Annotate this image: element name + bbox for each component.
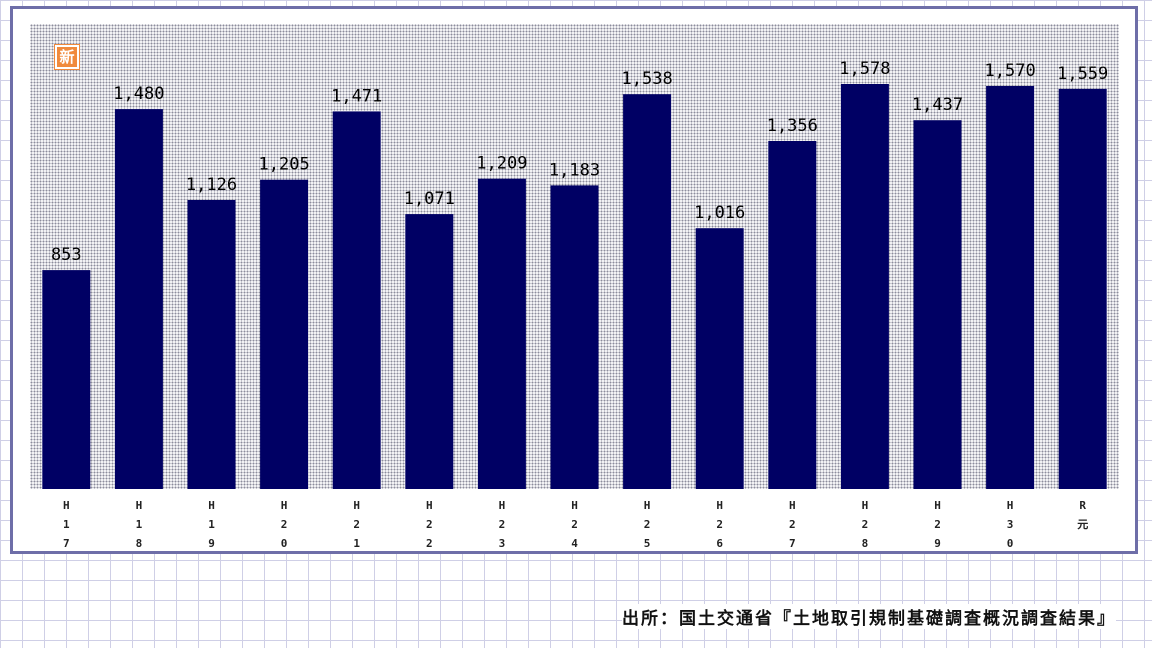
bar-H17 — [42, 270, 91, 489]
bar-H21 — [332, 111, 381, 490]
bar-H18 — [114, 109, 163, 489]
bar-H26 — [695, 228, 744, 489]
value-label-H18: 1,480 — [113, 84, 164, 104]
value-label-H21: 1,471 — [331, 86, 382, 106]
chart-frame: 853 H 1 7 1,480 H 1 8 1,126 H 1 9 1,205 H 2 0 1,471 H 2 1 1,… — [10, 6, 1138, 554]
value-label-H26: 1,016 — [694, 203, 745, 223]
value-label-H19: 1,126 — [186, 175, 237, 195]
value-label-H22: 1,071 — [404, 189, 455, 209]
bar-H27 — [768, 141, 817, 489]
value-label-R元: 1,559 — [1057, 64, 1108, 84]
new-badge-icon: 新 — [54, 44, 80, 70]
bar-H20 — [260, 179, 309, 489]
source-note: 出所：国土交通省『土地取引規制基礎調査概況調査結果』 — [622, 604, 1116, 629]
value-label-H29: 1,437 — [912, 95, 963, 115]
bar-H23 — [477, 178, 526, 489]
bar-chart: 853 H 1 7 1,480 H 1 8 1,126 H 1 9 1,205 H 2 0 1,471 H 2 1 1,… — [42, 59, 1108, 550]
value-label-H24: 1,183 — [549, 160, 600, 180]
value-label-H30: 1,570 — [985, 61, 1036, 81]
bar-H28 — [840, 84, 889, 489]
bar-H29 — [913, 120, 962, 489]
value-label-H27: 1,356 — [767, 116, 818, 136]
bar-H25 — [623, 94, 672, 489]
value-label-H25: 1,538 — [622, 69, 673, 89]
bar-H22 — [405, 214, 454, 489]
bar-H30 — [986, 86, 1035, 489]
value-label-H20: 1,205 — [259, 155, 310, 175]
bar-R元 — [1058, 88, 1107, 490]
bar-H19 — [187, 200, 236, 489]
value-label-H28: 1,578 — [839, 59, 890, 79]
value-label-H17: 853 — [51, 245, 82, 265]
value-label-H23: 1,209 — [476, 154, 527, 174]
bar-H24 — [550, 185, 599, 489]
